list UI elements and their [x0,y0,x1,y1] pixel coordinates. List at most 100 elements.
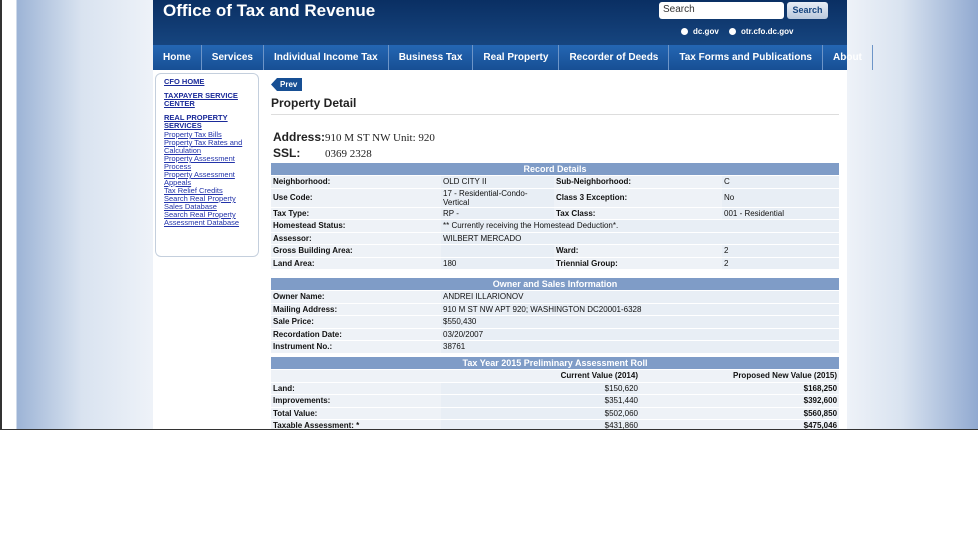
cell: ** Currently receiving the Homestead Ded… [441,220,840,232]
cell: $150,620 [441,382,640,394]
row: Mailing Address: 910 M ST NW APT 920; WAS… [271,303,839,315]
cell-label: Sub-Neighborhood: [554,176,722,188]
cell-label: Owner Name: [271,291,441,303]
owner-table: Owner and Sales Information Owner Name: AN… [271,277,839,354]
cell: C [722,176,840,188]
cell-label: Homestead Status: [271,220,441,232]
row: Tax Type: RP - Tax Class: 001 - Residential [271,207,840,219]
nav-item[interactable]: Recorder of Deeds [559,45,670,70]
cell: 03/20/2007 [441,328,839,340]
cell: 2 [722,245,840,257]
divider [271,114,839,115]
nav-item[interactable]: Individual Income Tax [264,45,389,70]
section-title: Owner and Sales Information [271,278,839,290]
column-header: Proposed New Value (2015) [640,370,840,382]
sidebar-link[interactable]: Search Real Property Sales Database [164,194,236,211]
cell [441,245,554,257]
nav-bar: Home Services Individual Income Tax Busines… [153,45,873,70]
cell: 2 [722,257,840,269]
cell-label: Gross Building Area: [271,245,441,257]
header-row: Tax Year 2015 Preliminary Assessment Rol… [271,357,840,369]
section-title: Record Details [271,163,840,175]
cell-label: Tax Class: [554,207,722,219]
page-column: Office of Tax and Revenue Search Search … [153,0,873,429]
cell-label: Ward: [554,245,722,257]
search-button[interactable]: Search [787,2,828,19]
cell-label: Sale Price: [271,316,441,328]
page-heading: Property Detail [271,96,357,110]
cell: $431,860 [441,420,640,429]
sidebar-link[interactable]: CFO HOME [164,77,205,86]
cell-label: Tax Type: [271,207,441,219]
value: 0369 2328 [325,148,372,160]
address: Address:910 M ST NW Unit: 920 [273,130,435,144]
cell: 001 - Residential [722,207,840,219]
row: Homestead Status: ** Currently receiving … [271,220,840,232]
site-title[interactable]: Office of Tax and Revenue [163,1,376,20]
record-table: Record Details Neighborhood: OLD CITY II Su… [271,162,840,270]
cell: Total Value: [271,407,441,419]
row: Assessor: WILBERT MERCADO [271,232,840,244]
cell: WILBERT MERCADO [441,232,840,244]
row: Sale Price: $550,430 [271,316,839,328]
sidebar-link[interactable]: Property Assessment Process [164,154,235,171]
section-title: Tax Year 2015 Preliminary Assessment Rol… [271,357,840,369]
cell: $475,046 [640,420,840,429]
radio[interactable]: otr.cfo.dc.gov [729,27,793,36]
cell: $168,250 [640,382,840,394]
row: Total Value: $502,060 $560,850 [271,407,840,419]
cell-label: Assessor: [271,232,441,244]
cell: OLD CITY II [441,176,554,188]
cell: 910 M ST NW APT 920; WASHINGTON DC20001-… [441,303,839,315]
header-row: Owner and Sales Information [271,278,839,290]
row: Instrument No.: 38761 [271,341,839,353]
cell: Taxable Assessment: * [271,420,441,429]
column-row: Current Value (2014) Proposed New Value (… [271,370,840,382]
cell: Improvements: [271,395,441,407]
sidebar: CFO HOME TAXPAYER SERVICE CENTER REAL PROP… [155,73,259,257]
cell-label: Class 3 Exception: [554,188,722,207]
nav-item[interactable]: Business Tax [389,45,474,70]
search-input[interactable]: Search [659,2,784,19]
sidebar-link[interactable]: TAXPAYER SERVICE CENTER [164,91,238,108]
row: Improvements: $351,440 $392,600 [271,395,840,407]
nav-item[interactable]: Tax Forms and Publications [669,45,823,70]
nav-item[interactable]: Home [153,45,202,70]
sidebar-link[interactable]: Search Real Property Assessment Database [164,210,240,227]
column-header: Current Value (2014) [441,370,640,382]
cell: Land: [271,382,441,394]
assessment-table: Tax Year 2015 Preliminary Assessment Rol… [271,356,840,429]
prev-button[interactable]: Prev [271,78,303,91]
cell: $550,430 [441,316,839,328]
sidebar-link[interactable]: Property Tax Bills [164,130,222,139]
nav-item[interactable]: Services [202,45,264,70]
sidebar-link[interactable]: Property Assessment Appeals [164,170,235,187]
cell: RP - [441,207,554,219]
cell: ANDREI ILLARIONOV [441,291,839,303]
row: Use Code: 17 - Residential-Condo-Vertical… [271,188,840,207]
row: Neighborhood: OLD CITY II Sub-Neighborhood… [271,176,840,188]
cell-label: Instrument No.: [271,341,441,353]
sidebar-link[interactable]: Property Tax Rates and Calculation [164,138,243,155]
cell-label: Land Area: [271,257,441,269]
nav-item[interactable]: About [823,45,873,70]
screenshot: Office of Tax and Revenue Search Search … [0,0,978,430]
cell: $351,440 [441,395,640,407]
cell-label: Use Code: [271,188,441,207]
radio[interactable]: dc.gov [681,27,719,36]
cell: 17 - Residential-Condo-Vertical [441,188,554,207]
cell: $502,060 [441,407,640,419]
row: Land: $150,620 $168,250 [271,382,840,394]
label: SSL: [273,146,301,160]
value: 910 M ST NW Unit: 920 [325,132,435,144]
ssl: SSL: 0369 2328 [273,146,372,160]
row: Owner Name: ANDREI ILLARIONOV [271,291,839,303]
row: Taxable Assessment: * $431,860 $475,046 [271,420,840,429]
label: Address: [273,130,326,144]
cell: $560,850 [640,407,840,419]
sidebar-link[interactable]: Tax Relief Credits [164,186,223,195]
cell: $392,600 [640,395,840,407]
sidebar-link[interactable]: REAL PROPERTY SERVICES [164,113,228,130]
nav-item[interactable]: Real Property [473,45,560,70]
header: Office of Tax and Revenue Search Search … [153,0,847,45]
